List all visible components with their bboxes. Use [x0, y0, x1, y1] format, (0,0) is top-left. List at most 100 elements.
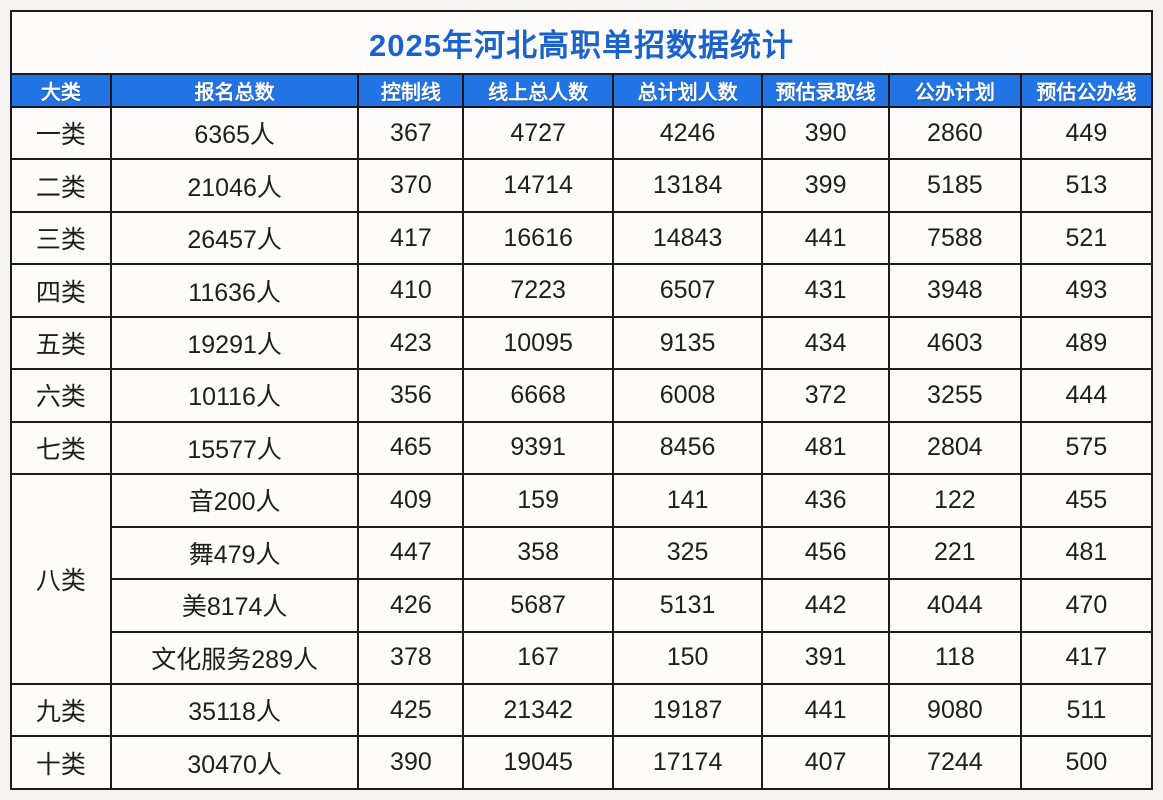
data-cell: 4727 [462, 105, 614, 161]
data-cell: 441 [761, 210, 890, 266]
data-cell: 481 [1019, 525, 1154, 581]
category-cell: 四类 [10, 263, 112, 318]
data-cell: 358 [462, 525, 614, 581]
data-cell: 159 [462, 473, 614, 528]
column-header-online-total: 线上总人数 [462, 73, 614, 108]
data-cell: 9391 [462, 420, 614, 476]
category-cell: 二类 [10, 158, 112, 213]
data-cell: 6008 [611, 368, 764, 423]
table-row: 四类 11636人 410 7223 6507 431 3948 493 [10, 263, 1154, 318]
data-cell: 118 [887, 630, 1022, 685]
data-cell: 444 [1019, 368, 1154, 423]
category-cell: 七类 [10, 420, 112, 476]
data-cell: 13184 [611, 158, 764, 213]
column-header-estimated-admission-line: 预估录取线 [761, 73, 890, 108]
data-cell: 19291人 [109, 315, 360, 371]
data-cell: 4246 [611, 105, 764, 161]
data-cell: 文化服务289人 [109, 630, 360, 685]
data-cell: 10116人 [109, 368, 360, 423]
data-cell: 521 [1019, 210, 1154, 266]
data-cell: 575 [1019, 420, 1154, 476]
data-cell: 442 [761, 578, 890, 633]
data-cell: 21046人 [109, 158, 360, 213]
data-cell: 4603 [887, 315, 1022, 371]
data-cell: 417 [1019, 630, 1154, 685]
data-cell: 30470人 [109, 735, 360, 790]
data-cell: 431 [761, 263, 890, 318]
table-row: 五类 19291人 423 10095 9135 434 4603 489 [10, 315, 1154, 371]
data-cell: 9135 [611, 315, 764, 371]
data-cell: 6668 [462, 368, 614, 423]
data-cell: 122 [887, 473, 1022, 528]
data-cell: 7223 [462, 263, 614, 318]
table-row: 二类 21046人 370 14714 13184 399 5185 513 [10, 158, 1154, 213]
data-cell: 410 [357, 263, 465, 318]
table-row: 舞479人 447 358 325 456 221 481 [11, 525, 1154, 581]
data-cell: 美8174人 [109, 578, 360, 633]
table-row: 一类 6365人 367 4727 4246 390 2860 449 [10, 105, 1154, 161]
data-cell: 35118人 [109, 682, 360, 738]
data-cell: 150 [611, 630, 764, 685]
data-cell: 5185 [887, 158, 1022, 213]
data-cell: 426 [357, 578, 465, 633]
data-cell: 378 [357, 630, 465, 685]
data-cell: 9080 [887, 682, 1022, 738]
table-row: 三类 26457人 417 16616 14843 441 7588 521 [10, 210, 1154, 266]
data-cell: 141 [611, 473, 764, 528]
data-cell: 489 [1019, 315, 1154, 371]
table-row: 七类 15577人 465 9391 8456 481 2804 575 [10, 420, 1154, 476]
column-header-public-plan: 公办计划 [887, 73, 1022, 108]
table-row: 文化服务289人 378 167 150 391 118 417 [11, 630, 1154, 685]
data-cell: 456 [761, 525, 890, 581]
category-cell: 六类 [10, 368, 112, 423]
data-cell: 10095 [462, 315, 614, 371]
data-cell: 500 [1019, 735, 1154, 790]
data-cell: 6365人 [109, 105, 360, 161]
table-row: 美8174人 426 5687 5131 442 4044 470 [11, 578, 1154, 633]
data-cell: 167 [462, 630, 614, 685]
header-row: 大类 报名总数 控制线 线上总人数 总计划人数 预估录取线 公办计划 预估公办线 [10, 73, 1154, 108]
data-cell: 481 [761, 420, 890, 476]
data-cell: 舞479人 [109, 525, 360, 581]
data-cell: 11636人 [109, 263, 360, 318]
data-cell: 15577人 [109, 420, 360, 476]
data-cell: 423 [357, 315, 465, 371]
category-cell: 一类 [10, 105, 112, 161]
table-body: 一类 6365人 367 4727 4246 390 2860 449 二类 21046人 370 1… [10, 105, 1154, 790]
data-cell: 511 [1019, 682, 1154, 738]
data-cell: 7588 [887, 210, 1022, 266]
column-header-registrations: 报名总数 [109, 73, 360, 108]
data-cell: 7244 [887, 735, 1022, 790]
data-cell: 370 [357, 158, 465, 213]
data-cell: 390 [761, 105, 890, 161]
category-cell: 九类 [10, 682, 112, 738]
column-header-category: 大类 [10, 73, 112, 108]
data-cell: 26457人 [109, 210, 360, 266]
data-cell: 417 [357, 210, 465, 266]
data-cell: 399 [761, 158, 890, 213]
data-cell: 16616 [462, 210, 614, 266]
data-cell: 音200人 [109, 473, 360, 528]
title-row: 2025年河北高职单招数据统计 [10, 10, 1153, 75]
data-cell: 367 [357, 105, 465, 161]
table-row: 十类 30470人 390 19045 17174 407 7244 500 [10, 735, 1154, 790]
data-cell: 449 [1019, 105, 1154, 161]
table-row: 八类 音200人 409 159 141 436 122 455 [10, 473, 1154, 685]
data-cell: 14843 [611, 210, 764, 266]
column-header-estimated-public-line: 预估公办线 [1019, 73, 1154, 108]
data-cell: 425 [357, 682, 465, 738]
data-cell: 436 [761, 473, 890, 528]
data-cell: 3255 [887, 368, 1022, 423]
data-cell: 465 [357, 420, 465, 476]
data-cell: 14714 [462, 158, 614, 213]
data-cell: 409 [357, 473, 465, 528]
data-cell: 19187 [611, 682, 764, 738]
category-cell: 五类 [10, 315, 112, 371]
data-cell: 434 [761, 315, 890, 371]
data-cell: 447 [357, 525, 465, 581]
data-cell: 390 [357, 735, 465, 790]
data-cell: 372 [761, 368, 890, 423]
statistics-table: 2025年河北高职单招数据统计 大类 报名总数 控制线 线上总人数 总计划人数 … [10, 10, 1154, 790]
page-title: 2025年河北高职单招数据统计 [10, 10, 1153, 75]
